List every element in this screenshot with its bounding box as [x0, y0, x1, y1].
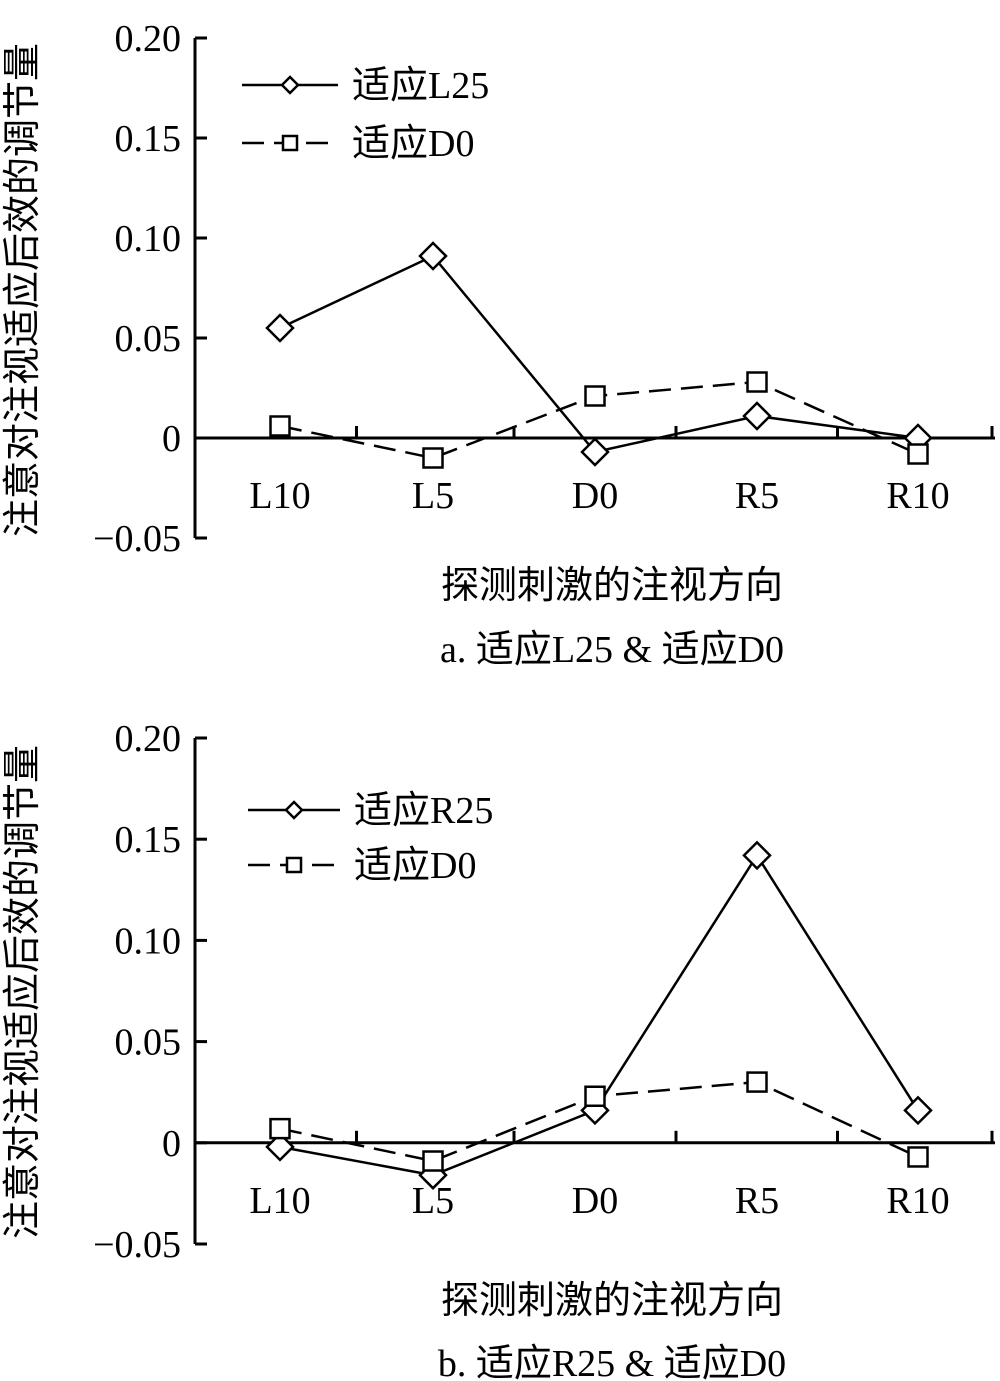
y-tick-label: 0.05 — [115, 318, 182, 360]
x-axis-title: 探测刺激的注视方向 — [441, 565, 783, 607]
data-point-diamond — [418, 241, 448, 271]
y-tick-label: −0.05 — [93, 518, 181, 560]
y-tick-label: 0 — [162, 418, 181, 460]
data-point-diamond — [742, 401, 772, 431]
data-point-diamond — [742, 840, 772, 871]
y-tick-label: 0.20 — [115, 718, 182, 760]
y-tick-label: 0.15 — [115, 118, 182, 160]
data-point-square — [584, 1085, 606, 1107]
data-point-diamond — [265, 1132, 295, 1162]
data-point-diamond — [580, 437, 610, 467]
y-tick-label: 0 — [162, 1123, 181, 1165]
data-point-square — [746, 371, 768, 393]
series-line — [279, 853, 920, 1177]
data-point-square — [907, 443, 929, 465]
x-tick-label: R5 — [735, 475, 779, 517]
y-tick-label: −0.05 — [93, 1224, 181, 1266]
x-tick-label: R10 — [886, 1180, 949, 1222]
y-tick-label: 0.20 — [115, 18, 182, 60]
legend-label: 适应R25 — [354, 790, 493, 832]
y-tick-label: 0.10 — [115, 920, 182, 962]
legend-marker-diamond — [284, 800, 304, 820]
legend-label: 适应D0 — [352, 123, 474, 165]
chart-panel-a: 0.20 0.15 0.10 0.05 0 −0.05 L10 L5 D0 R5 R10 适应L25 适… — [2, 18, 995, 671]
legend-marker-square — [285, 856, 303, 874]
panel-caption: b. 适应R25 & 适应D0 — [438, 1343, 786, 1381]
series-line — [279, 254, 919, 454]
data-point-diamond — [903, 1095, 933, 1126]
x-tick-label: L10 — [249, 475, 310, 517]
data-point-square — [584, 385, 606, 407]
panel-caption: a. 适应L25 & 适应D0 — [440, 629, 784, 671]
data-point-square — [269, 415, 291, 437]
legend-marker-diamond — [280, 75, 300, 95]
x-tick-label: R5 — [735, 1180, 779, 1222]
data-point-diamond — [265, 313, 295, 343]
legend-label: 适应L25 — [352, 65, 489, 107]
data-point-square — [269, 1117, 291, 1140]
data-point-square — [746, 1071, 768, 1093]
data-point-square — [422, 1150, 444, 1172]
y-axis-title: 注意对注视适应后效的调节量 — [2, 745, 44, 1239]
y-axis-title: 注意对注视适应后效的调节量 — [2, 43, 44, 537]
y-tick-label: 0.15 — [115, 819, 182, 861]
y-tick-label: 0.05 — [115, 1022, 182, 1064]
data-point-square — [907, 1146, 929, 1168]
x-tick-label: L10 — [249, 1180, 310, 1222]
x-axis-title: 探测刺激的注视方向 — [441, 1280, 783, 1322]
x-tick-label: L5 — [412, 475, 454, 517]
x-tick-label: D0 — [572, 475, 618, 517]
y-tick-label: 0.10 — [115, 218, 182, 260]
x-tick-label: D0 — [572, 1180, 618, 1222]
data-point-square — [422, 447, 444, 469]
x-tick-label: R10 — [886, 475, 949, 517]
legend-label: 适应D0 — [354, 845, 476, 887]
legend-marker-square — [281, 134, 299, 152]
